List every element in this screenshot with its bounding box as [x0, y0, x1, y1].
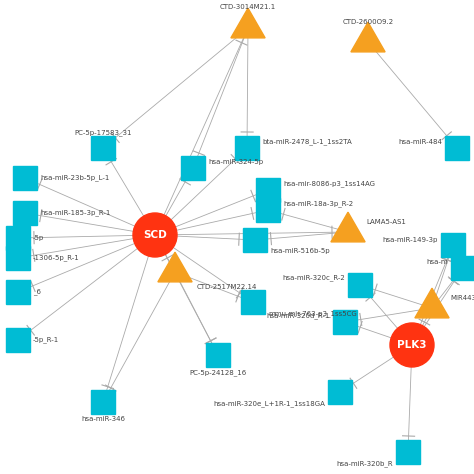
Text: CTD-2517M22.14: CTD-2517M22.14 — [197, 284, 257, 290]
Bar — [6, 280, 30, 304]
Text: CTD-3014M21.1: CTD-3014M21.1 — [220, 4, 276, 10]
Bar — [13, 166, 37, 190]
Bar — [333, 310, 357, 334]
Bar — [206, 343, 230, 367]
Text: LAMA5-AS1: LAMA5-AS1 — [366, 219, 406, 225]
Text: CTD-2600O9.2: CTD-2600O9.2 — [342, 19, 393, 25]
Bar — [445, 136, 469, 160]
Polygon shape — [415, 288, 449, 318]
Text: hsa-miR-149-3p: hsa-miR-149-3p — [383, 237, 438, 243]
Text: PC-5p-17583_31: PC-5p-17583_31 — [74, 129, 132, 136]
Polygon shape — [231, 8, 265, 38]
Bar — [328, 380, 352, 404]
Text: hsa-miR-324-5p: hsa-miR-324-5p — [208, 159, 263, 165]
Bar — [441, 233, 465, 257]
Bar — [396, 440, 420, 464]
Text: hsa-miR-484: hsa-miR-484 — [398, 139, 442, 145]
Text: hsa-mir-8086-p3_1ss14AG: hsa-mir-8086-p3_1ss14AG — [283, 181, 375, 187]
Polygon shape — [351, 22, 385, 52]
Text: _6: _6 — [33, 289, 41, 295]
Text: hsa-miR-185-3p_R-1: hsa-miR-185-3p_R-1 — [40, 210, 110, 216]
Text: hsa-miR-23b-5p_L-1: hsa-miR-23b-5p_L-1 — [40, 174, 109, 182]
Bar — [256, 198, 280, 222]
Bar — [6, 328, 30, 352]
Text: hsa-m: hsa-m — [427, 259, 448, 265]
Text: hsa-miR-516b-5p: hsa-miR-516b-5p — [270, 248, 329, 254]
Bar — [241, 290, 265, 314]
Bar — [91, 136, 115, 160]
Bar — [256, 178, 280, 202]
Bar — [243, 228, 267, 252]
Bar — [181, 156, 205, 180]
Text: -5p_R-1: -5p_R-1 — [33, 337, 59, 343]
Text: SCD: SCD — [143, 230, 167, 240]
Circle shape — [133, 213, 177, 257]
Text: PC-5p-24128_16: PC-5p-24128_16 — [190, 369, 246, 376]
Bar — [6, 226, 30, 250]
Text: hsa-miR-18a-3p_R-2: hsa-miR-18a-3p_R-2 — [283, 201, 353, 208]
Bar — [13, 201, 37, 225]
Text: hsa-miR-320b_R: hsa-miR-320b_R — [337, 460, 393, 467]
Bar — [91, 390, 115, 414]
Text: hsa-miR-346: hsa-miR-346 — [81, 416, 125, 422]
Circle shape — [390, 323, 434, 367]
Text: MIR4435-2: MIR4435-2 — [450, 295, 474, 301]
Bar — [6, 246, 30, 270]
Text: mmu-mir-763-p3_1ss5CG: mmu-mir-763-p3_1ss5CG — [268, 310, 357, 317]
Bar — [451, 256, 474, 280]
Text: bta-miR-2478_L-1_1ss2TA: bta-miR-2478_L-1_1ss2TA — [262, 138, 352, 146]
Text: PLK3: PLK3 — [397, 340, 427, 350]
Bar — [235, 136, 259, 160]
Polygon shape — [158, 252, 192, 282]
Text: hsa-miR-320d_R-1: hsa-miR-320d_R-1 — [266, 313, 330, 319]
Text: hsa-miR-320e_L+1R-1_1ss18GA: hsa-miR-320e_L+1R-1_1ss18GA — [213, 400, 325, 407]
Text: hsa-miR-320c_R-2: hsa-miR-320c_R-2 — [282, 274, 345, 282]
Polygon shape — [331, 212, 365, 242]
Text: -1306-5p_R-1: -1306-5p_R-1 — [33, 255, 80, 261]
Text: -5p: -5p — [33, 235, 44, 241]
Bar — [348, 273, 372, 297]
